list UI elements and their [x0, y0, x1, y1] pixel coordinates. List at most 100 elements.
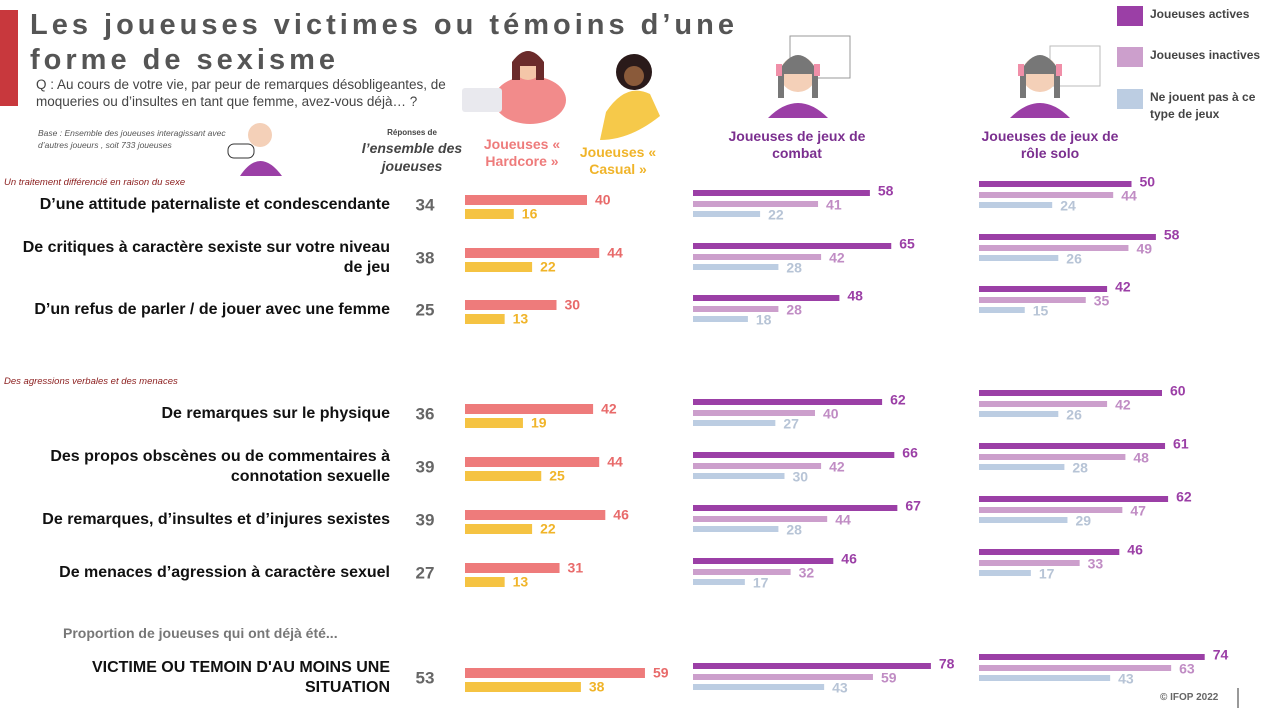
combat-bar	[693, 420, 776, 426]
rpg-value: 61	[1173, 436, 1189, 452]
overall-value: 39	[416, 457, 435, 476]
legend-label: Joueuses actives	[1150, 7, 1250, 21]
rpg-bar	[979, 507, 1123, 513]
rpg-bar	[979, 570, 1031, 576]
column-header: Joueuses « Hardcore »	[483, 136, 561, 169]
overall-value: 27	[416, 563, 435, 582]
row-label: VICTIME OU TEMOIN D'AU MOINS UNE SITUATI…	[91, 659, 390, 696]
hardcore-value: 44	[607, 454, 623, 470]
overall-value: 38	[416, 248, 435, 267]
rpg-value: 29	[1075, 513, 1091, 529]
combat-value: 32	[799, 565, 815, 581]
rpg-value: 62	[1176, 489, 1192, 505]
combat-bar	[693, 190, 870, 196]
legend-label: Joueuses inactives	[1150, 48, 1261, 62]
rpg-value: 48	[1133, 450, 1149, 466]
rpg-bar	[979, 665, 1172, 671]
casual-value: 16	[522, 206, 538, 222]
illustration-rpg	[1010, 45, 1101, 118]
overall-header-small: Réponses de	[387, 128, 437, 137]
combat-value: 44	[835, 512, 851, 528]
legend-swatch	[1117, 47, 1143, 67]
rpg-value: 50	[1140, 174, 1156, 190]
rpg-value: 35	[1094, 293, 1110, 309]
hardcore-bar	[465, 457, 600, 467]
rpg-value: 49	[1136, 241, 1152, 257]
column-header: Joueuses de jeux de rôle solo	[981, 128, 1119, 161]
combat-value: 40	[823, 406, 839, 422]
hardcore-value: 44	[607, 245, 623, 261]
rpg-bar	[979, 517, 1068, 523]
combat-value: 42	[829, 250, 845, 266]
combat-value: 62	[890, 392, 906, 408]
row-label: De remarques, d’insultes et d’injures se…	[42, 511, 390, 528]
rpg-bar	[979, 245, 1129, 251]
rpg-value: 33	[1088, 556, 1104, 572]
combat-bar	[693, 473, 785, 479]
rpg-bar	[979, 560, 1080, 566]
combat-value: 48	[847, 288, 863, 304]
rpg-bar	[979, 234, 1156, 240]
rpg-value: 44	[1121, 188, 1137, 204]
combat-bar	[693, 201, 819, 207]
casual-value: 19	[531, 415, 547, 431]
rpg-bar	[979, 443, 1166, 449]
combat-bar	[693, 306, 779, 312]
hardcore-value: 42	[601, 401, 617, 417]
combat-bar	[693, 558, 834, 564]
hardcore-value: 40	[595, 192, 611, 208]
copyright: © IFOP 2022	[1160, 692, 1219, 703]
combat-bar	[693, 526, 779, 532]
casual-value: 13	[513, 311, 529, 327]
casual-bar	[465, 209, 514, 219]
combat-bar	[693, 674, 873, 680]
combat-value: 67	[905, 498, 921, 514]
overall-value: 53	[416, 668, 435, 687]
combat-value: 66	[902, 445, 918, 461]
rpg-bar	[979, 181, 1132, 187]
rpg-value: 42	[1115, 397, 1131, 413]
hardcore-value: 31	[568, 560, 584, 576]
legend-label: Ne jouent pas à ce type de jeux	[1150, 90, 1256, 121]
rpg-value: 60	[1170, 383, 1186, 399]
hardcore-bar	[465, 510, 606, 520]
combat-bar	[693, 295, 840, 301]
rpg-value: 28	[1072, 460, 1088, 476]
row-label: D’une attitude paternaliste et condescen…	[39, 196, 390, 213]
rpg-value: 26	[1066, 251, 1082, 267]
rpg-value: 24	[1060, 198, 1076, 214]
row-label: De critiques à caractère sexiste sur vot…	[22, 239, 390, 276]
overall-header-main: l’ensemble des joueuses	[361, 140, 463, 174]
combat-value: 46	[841, 551, 857, 567]
rpg-value: 47	[1130, 503, 1146, 519]
combat-bar	[693, 254, 822, 260]
combat-value: 22	[768, 207, 784, 223]
section-title: Un traitement différencié en raison du s…	[4, 177, 186, 188]
casual-bar	[465, 262, 533, 272]
combat-value: 28	[786, 302, 802, 318]
combat-bar	[693, 452, 895, 458]
combat-bar	[693, 264, 779, 270]
accent-bar	[0, 10, 18, 106]
row-label: De menaces d’agression à caractère sexue…	[59, 564, 390, 581]
casual-value: 13	[513, 574, 529, 590]
rpg-bar	[979, 390, 1162, 396]
combat-value: 17	[753, 575, 769, 591]
legend-swatch	[1117, 6, 1143, 26]
combat-value: 30	[793, 469, 809, 485]
rpg-bar	[979, 192, 1114, 198]
hardcore-value: 30	[565, 297, 581, 313]
illustration-combat	[768, 35, 851, 118]
hardcore-bar	[465, 300, 557, 310]
casual-bar	[465, 314, 505, 324]
rpg-bar	[979, 496, 1169, 502]
combat-bar	[693, 516, 828, 522]
combat-value: 42	[829, 459, 845, 475]
base-note: Base : Ensemble des joueuses interagissa…	[38, 128, 226, 150]
column-header: Joueuses « Casual »	[579, 144, 657, 177]
rpg-bar	[979, 307, 1025, 313]
combat-value: 41	[826, 197, 842, 213]
combat-bar	[693, 569, 791, 575]
combat-bar	[693, 684, 825, 690]
